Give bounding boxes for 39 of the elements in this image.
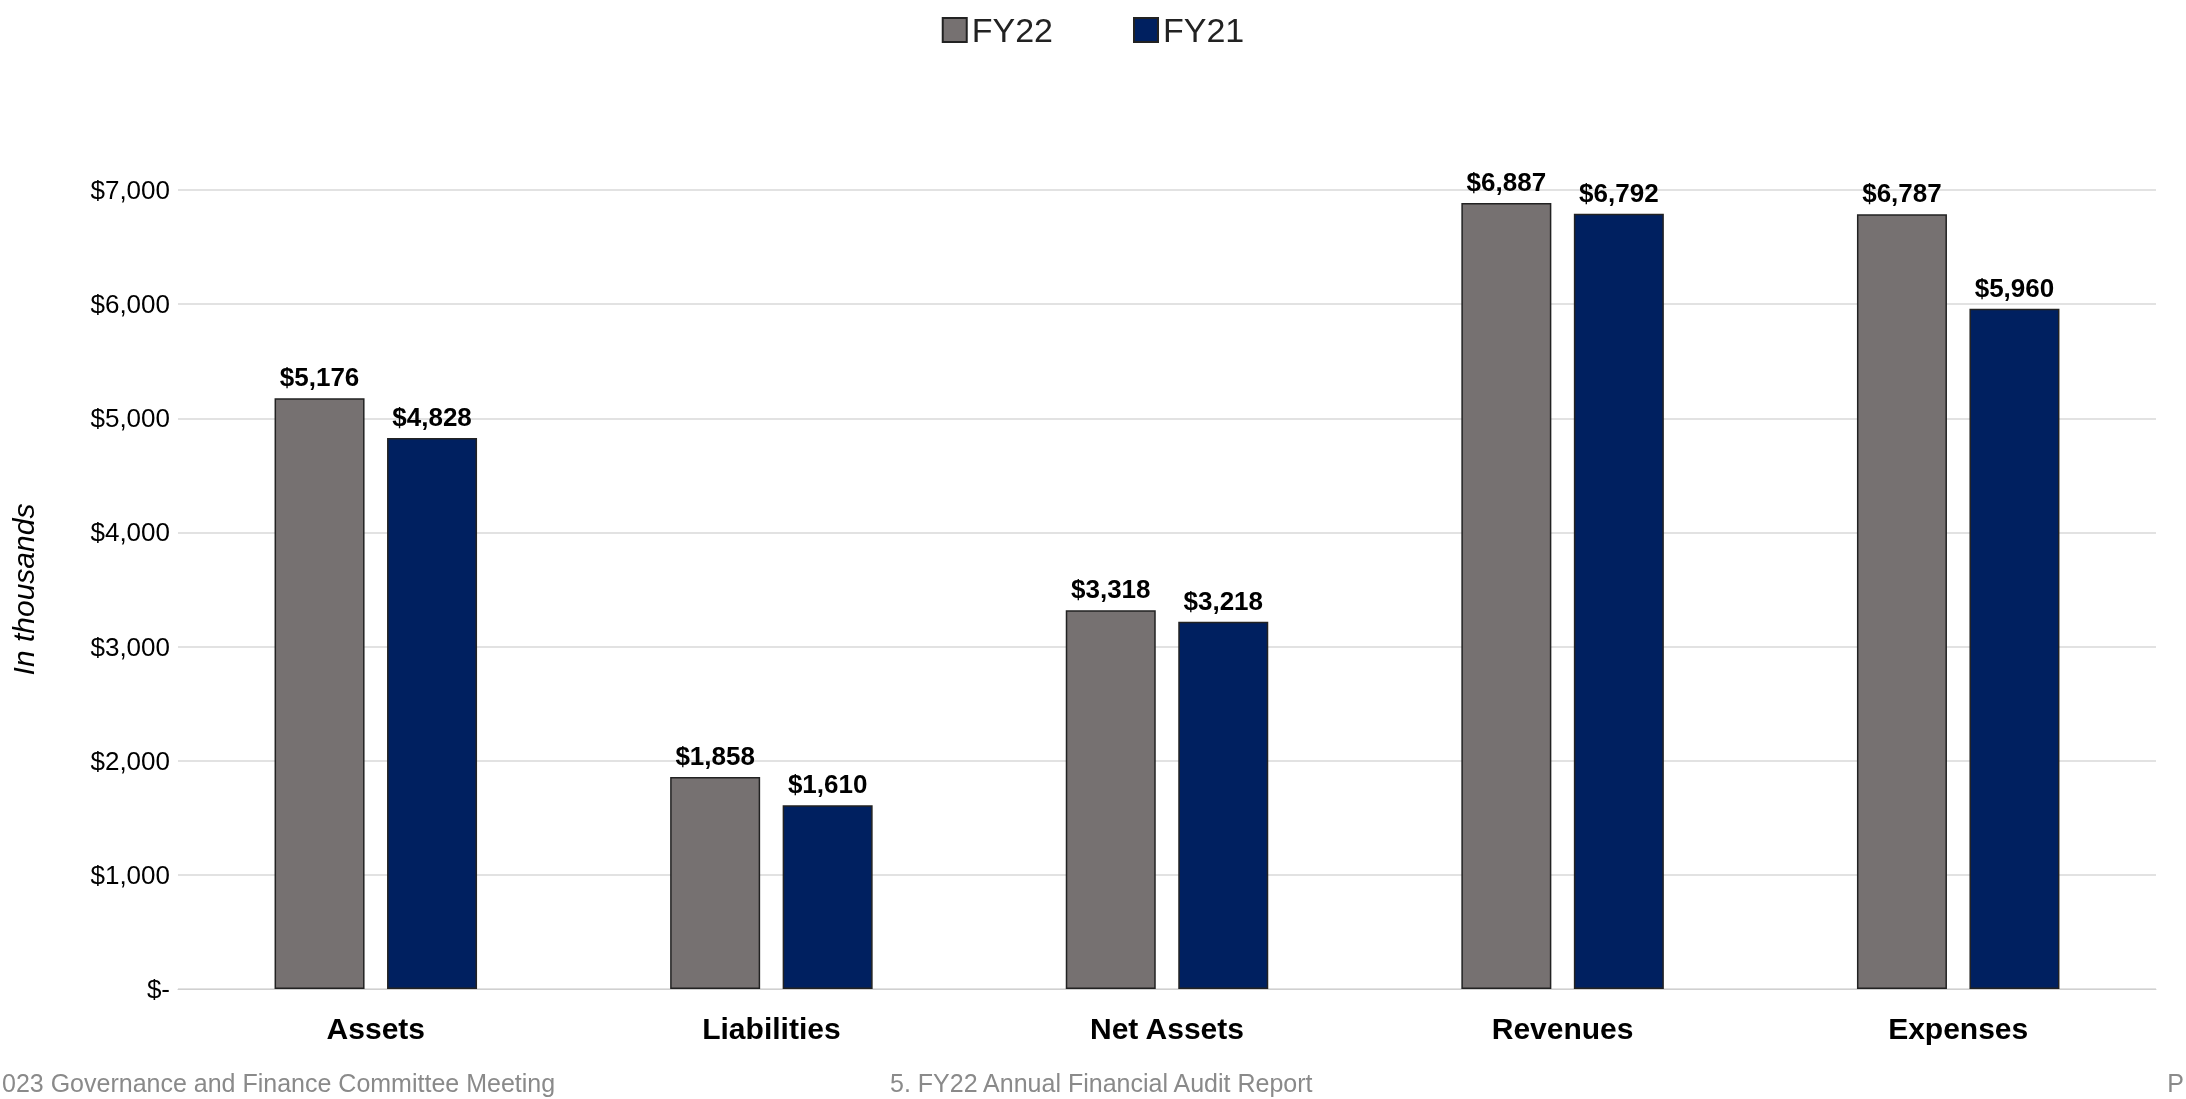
- data-label: $5,960: [1974, 272, 2055, 303]
- x-tick-label: Net Assets: [1090, 1011, 1244, 1045]
- bar: [1178, 621, 1269, 989]
- data-label: $5,176: [279, 362, 360, 393]
- bar: [274, 398, 365, 989]
- bar: [670, 776, 761, 989]
- y-tick-label: $6,000: [90, 289, 170, 320]
- bar: [1573, 213, 1664, 989]
- y-axis-title: In thousands: [6, 503, 40, 676]
- text: P: [2167, 1068, 2185, 1097]
- data-label: $6,792: [1579, 177, 1659, 208]
- y-tick-label: $-: [146, 974, 170, 1004]
- data-label: $1,858: [675, 740, 755, 771]
- data-label: $6,787: [1862, 178, 1942, 209]
- data-label: $6,887: [1466, 166, 1547, 197]
- legend-label: FY21: [1163, 11, 1245, 49]
- x-tick-label: Expenses: [1888, 1011, 2029, 1045]
- bar: [1969, 308, 2060, 989]
- data-label: $1,610: [787, 769, 868, 800]
- x-tick-label: Assets: [326, 1011, 425, 1045]
- text: 023 Governance and Finance Committee Meeting: [2, 1068, 556, 1097]
- bar: [1856, 214, 1947, 989]
- data-label: $3,218: [1183, 585, 1264, 616]
- bar: [387, 437, 478, 989]
- x-tick-label: Liabilities: [702, 1011, 841, 1045]
- text: 5. FY22 Annual Financial Audit Report: [890, 1068, 1313, 1097]
- legend-label: FY22: [971, 11, 1053, 49]
- data-label: $3,318: [1070, 574, 1151, 605]
- bar: [1461, 202, 1552, 989]
- y-tick-label: $5,000: [90, 403, 170, 434]
- x-tick-label: Revenues: [1491, 1011, 1634, 1045]
- y-tick-label: $4,000: [90, 517, 170, 548]
- y-tick-label: $7,000: [90, 175, 170, 205]
- y-tick-label: $1,000: [90, 859, 170, 890]
- y-tick-label: $3,000: [90, 631, 170, 662]
- data-label: $4,828: [392, 401, 472, 432]
- bar: [1065, 610, 1156, 989]
- y-tick-label: $2,000: [90, 745, 170, 776]
- bar: [782, 805, 873, 989]
